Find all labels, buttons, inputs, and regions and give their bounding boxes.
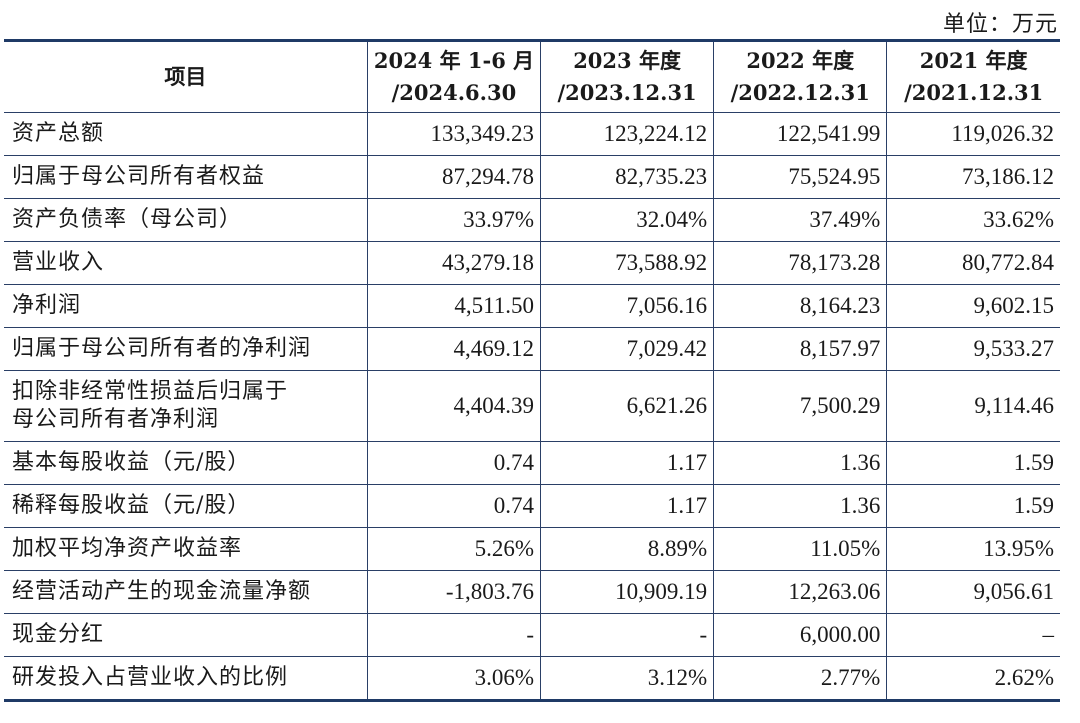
cell-value: 73,588.92: [539, 241, 715, 285]
cell-value: 3.12%: [539, 656, 715, 701]
header-row: 项目 2024 年 1-6 月 /2024.6.30 2023 年度 /2023…: [4, 40, 1060, 113]
table-row: 净利润 4,511.50 7,056.16 8,164.23 9,602.15: [4, 284, 1060, 328]
table-row: 经营活动产生的现金流量净额 -1,803.76 10,909.19 12,263…: [4, 570, 1060, 614]
cell-value: 13.95%: [886, 527, 1060, 571]
cell-value: 2.62%: [886, 656, 1060, 701]
cell-value: 82,735.23: [539, 155, 715, 199]
cell-value: 78,173.28: [713, 241, 888, 285]
row-label: 净利润: [4, 284, 368, 328]
table-row: 加权平均净资产收益率 5.26% 8.89% 11.05% 13.95%: [4, 527, 1060, 571]
cell-value: 43,279.18: [366, 241, 542, 285]
row-label: 稀释每股收益（元/股）: [4, 484, 368, 528]
table-row: 扣除非经常性损益后归属于 母公司所有者净利润 4,404.39 6,621.26…: [4, 370, 1060, 442]
cell-value: 6,000.00: [713, 613, 888, 657]
table-row: 稀释每股收益（元/股） 0.74 1.17 1.36 1.59: [4, 484, 1060, 528]
cell-value: 8,164.23: [713, 284, 888, 328]
cell-value: 2.77%: [713, 656, 888, 701]
header-period: 2021 年度 /2021.12.31: [886, 40, 1060, 113]
cell-value: 73,186.12: [886, 155, 1060, 199]
cell-value: 133,349.23: [366, 112, 542, 156]
row-label: 经营活动产生的现金流量净额: [4, 570, 368, 614]
table-row: 基本每股收益（元/股） 0.74 1.17 1.36 1.59: [4, 441, 1060, 485]
cell-value: 12,263.06: [713, 570, 888, 614]
cell-value: 75,524.95: [713, 155, 888, 199]
unit-note: 单位：万元: [942, 12, 1058, 37]
cell-value: 87,294.78: [366, 155, 542, 199]
cell-value: 8,157.97: [713, 327, 888, 371]
cell-value: –: [886, 613, 1060, 657]
cell-value: 4,404.39: [366, 370, 542, 442]
cell-value: 33.62%: [886, 198, 1060, 242]
row-label: 研发投入占营业收入的比例: [4, 656, 368, 701]
table-row: 资产总额 133,349.23 123,224.12 122,541.99 11…: [4, 112, 1060, 156]
table-row: 营业收入 43,279.18 73,588.92 78,173.28 80,77…: [4, 241, 1060, 285]
header-period: 2024 年 1-6 月 /2024.6.30: [366, 40, 542, 113]
header-period: 2023 年度 /2023.12.31: [539, 40, 715, 113]
cell-value: 9,533.27: [886, 327, 1060, 371]
header-period-line2: /2023.12.31: [557, 80, 697, 105]
cell-value: -1,803.76: [366, 570, 542, 614]
cell-value: 80,772.84: [886, 241, 1060, 285]
header-period-line2: /2021.12.31: [904, 80, 1044, 105]
cell-value: 1.17: [539, 484, 715, 528]
cell-value: 9,056.61: [886, 570, 1060, 614]
cell-value: 0.74: [366, 441, 542, 485]
cell-value: 122,541.99: [713, 112, 888, 156]
row-label: 现金分红: [4, 613, 368, 657]
cell-value: 6,621.26: [539, 370, 715, 442]
cell-value: 9,114.46: [886, 370, 1060, 442]
row-label: 归属于母公司所有者的净利润: [4, 327, 368, 371]
header-period-line2: /2024.6.30: [391, 80, 517, 105]
cell-value: 4,511.50: [366, 284, 542, 328]
table-row: 现金分红 - - 6,000.00 –: [4, 613, 1060, 657]
header-period-line1: 2021 年度: [919, 48, 1028, 73]
header-period-line2: /2022.12.31: [730, 80, 870, 105]
cell-value: 37.49%: [713, 198, 888, 242]
cell-value: 1.59: [886, 484, 1060, 528]
cell-value: 3.06%: [366, 656, 542, 701]
cell-value: 32.04%: [539, 198, 715, 242]
financial-summary-table: 项目 2024 年 1-6 月 /2024.6.30 2023 年度 /2023…: [4, 39, 1060, 702]
row-label-line2: 母公司所有者净利润: [12, 407, 220, 432]
table-row: 归属于母公司所有者权益 87,294.78 82,735.23 75,524.9…: [4, 155, 1060, 199]
row-label: 加权平均净资产收益率: [4, 527, 368, 571]
cell-value: 4,469.12: [366, 327, 542, 371]
cell-value: -: [539, 613, 715, 657]
cell-value: 10,909.19: [539, 570, 715, 614]
cell-value: 11.05%: [713, 527, 888, 571]
cell-value: 7,056.16: [539, 284, 715, 328]
row-label: 营业收入: [4, 241, 368, 285]
row-label-line1: 扣除非经常性损益后归属于: [12, 379, 289, 404]
header-period-line1: 2023 年度: [573, 48, 681, 73]
cell-value: 1.36: [713, 441, 888, 485]
header-item: 项目: [4, 40, 368, 113]
cell-value: 7,500.29: [713, 370, 888, 442]
cell-value: -: [366, 613, 542, 657]
cell-value: 5.26%: [366, 527, 542, 571]
cell-value: 7,029.42: [539, 327, 715, 371]
header-period-line1: 2022 年度: [746, 48, 855, 73]
row-label: 归属于母公司所有者权益: [4, 155, 368, 199]
cell-value: 1.17: [539, 441, 715, 485]
header-period-line1: 2024 年 1-6 月: [373, 48, 535, 73]
cell-value: 1.36: [713, 484, 888, 528]
cell-value: 33.97%: [366, 198, 542, 242]
table-row: 归属于母公司所有者的净利润 4,469.12 7,029.42 8,157.97…: [4, 327, 1060, 371]
cell-value: 0.74: [366, 484, 542, 528]
row-label: 扣除非经常性损益后归属于 母公司所有者净利润: [4, 370, 368, 442]
cell-value: 123,224.12: [539, 112, 715, 156]
row-label: 资产总额: [4, 112, 368, 156]
cell-value: 9,602.15: [886, 284, 1060, 328]
cell-value: 8.89%: [539, 527, 715, 571]
cell-value: 119,026.32: [886, 112, 1060, 156]
cell-value: 1.59: [886, 441, 1060, 485]
header-period: 2022 年度 /2022.12.31: [713, 40, 888, 113]
row-label: 基本每股收益（元/股）: [4, 441, 368, 485]
table-row: 研发投入占营业收入的比例 3.06% 3.12% 2.77% 2.62%: [4, 656, 1060, 701]
table-row: 资产负债率（母公司） 33.97% 32.04% 37.49% 33.62%: [4, 198, 1060, 242]
row-label: 资产负债率（母公司）: [4, 198, 368, 242]
